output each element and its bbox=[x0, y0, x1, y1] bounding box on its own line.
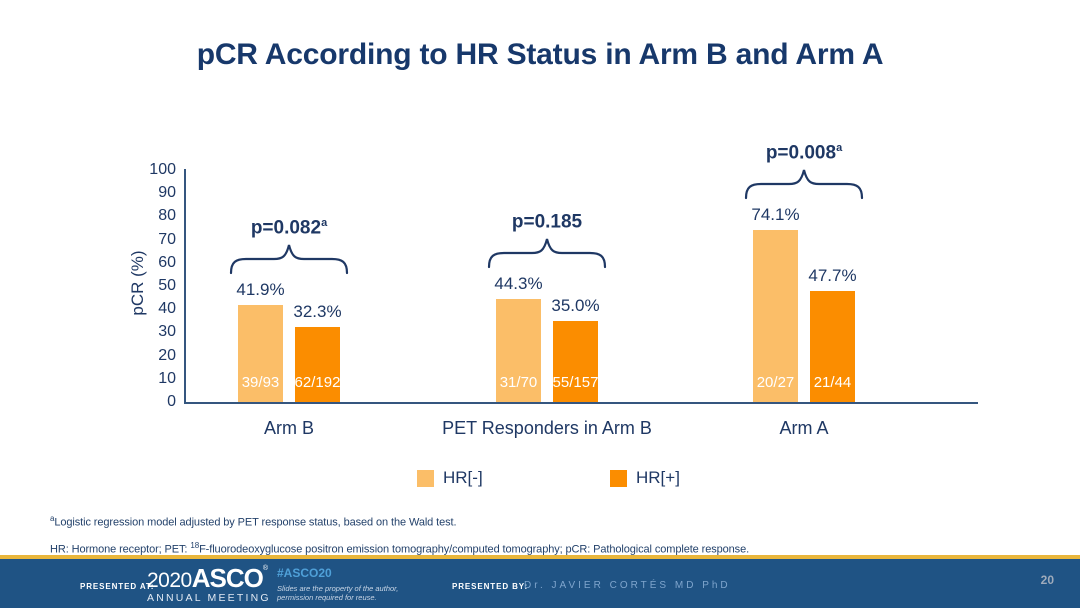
y-tick-label: 20 bbox=[158, 346, 176, 364]
significance-brace bbox=[229, 244, 349, 274]
footnote-text: F-fluorodeoxyglucose positron emission t… bbox=[199, 543, 750, 556]
legend-item-hr-neg: HR[-] bbox=[417, 468, 483, 488]
footnotes: aLogistic regression model adjusted by P… bbox=[50, 512, 749, 565]
x-axis-line bbox=[184, 402, 978, 404]
bar-hr-neg-pet-responders-in-arm-b bbox=[496, 299, 541, 402]
y-tick-label: 60 bbox=[158, 253, 176, 271]
p-value-superscript: a bbox=[321, 216, 328, 229]
p-value-superscript: a bbox=[836, 142, 843, 155]
p-value-label: p=0.008a bbox=[729, 137, 879, 164]
legend-label-hr-pos: HR[+] bbox=[636, 468, 680, 487]
hashtag-block: #ASCO20 Slides are the property of the a… bbox=[277, 566, 398, 602]
category-label: Arm A bbox=[779, 418, 829, 438]
y-tick-label: 0 bbox=[167, 393, 176, 410]
bar-value-label: 47.7% bbox=[808, 266, 857, 286]
asco-logo: 2020ASCO® ANNUAL MEETING bbox=[147, 565, 271, 604]
p-value-text: p=0.008 bbox=[765, 142, 837, 164]
bar-count-label: 39/93 bbox=[241, 374, 280, 391]
asco-logo-subtitle: ANNUAL MEETING bbox=[147, 592, 271, 604]
bar-hr-neg-arm-a bbox=[753, 230, 798, 402]
bar-count-label: 21/44 bbox=[813, 374, 852, 391]
y-tick-label: 30 bbox=[158, 323, 176, 341]
presented-by-label: PRESENTED BY: bbox=[452, 582, 529, 591]
legend-label-hr-neg: HR[-] bbox=[443, 468, 483, 487]
y-tick-label: 50 bbox=[158, 277, 176, 294]
y-axis-line bbox=[184, 169, 186, 404]
bar-value-label: 35.0% bbox=[551, 295, 600, 315]
bar-count-label: 55/157 bbox=[552, 374, 599, 391]
bar-count-label: 20/27 bbox=[756, 374, 795, 391]
bar-hr-pos-arm-b bbox=[295, 327, 340, 402]
p-value-text: p=0.185 bbox=[511, 211, 583, 233]
bar-hr-pos-pet-responders-in-arm-b bbox=[553, 320, 598, 402]
footnote-superscript: a bbox=[50, 514, 55, 523]
presenter-name: Dr. JAVIER CORTÉS MD PhD bbox=[524, 580, 731, 591]
footnote-statistics: aLogistic regression model adjusted by P… bbox=[50, 512, 749, 530]
footer-bar: PRESENTED AT: 2020ASCO® ANNUAL MEETING #… bbox=[0, 559, 1080, 608]
bar-value-label: 44.3% bbox=[494, 274, 543, 294]
y-tick-label: 10 bbox=[158, 369, 176, 387]
legend-swatch-hr-pos bbox=[610, 469, 627, 487]
y-tick-label: 80 bbox=[158, 207, 176, 225]
reuse-note: Slides are the property of the author, pe… bbox=[277, 584, 398, 602]
footnote-abbreviations: HR: Hormone receptor; PET: 18F-fluorodeo… bbox=[50, 539, 749, 557]
y-tick-label: 40 bbox=[158, 300, 176, 318]
reuse-note-line1: Slides are the property of the author, bbox=[277, 584, 399, 593]
bar-value-label: 74.1% bbox=[751, 205, 800, 225]
presented-at-label: PRESENTED AT: bbox=[80, 582, 155, 591]
legend-item-hr-pos: HR[+] bbox=[610, 468, 680, 488]
category-label: PET Responders in Arm B bbox=[442, 418, 652, 438]
bar-count-label: 62/192 bbox=[294, 374, 341, 391]
significance-brace bbox=[744, 169, 864, 200]
hashtag: #ASCO20 bbox=[277, 566, 332, 580]
footnote-text: Logistic regression model adjusted by PE… bbox=[54, 516, 457, 529]
footer-accent-line bbox=[0, 555, 1080, 559]
bar-value-label: 32.3% bbox=[293, 302, 342, 322]
bar-count-label: 31/70 bbox=[499, 374, 538, 391]
bar-hr-pos-arm-a bbox=[810, 291, 855, 402]
footnote-superscript: 18 bbox=[190, 540, 200, 550]
p-value-text: p=0.082 bbox=[250, 217, 322, 239]
asco-logo-name: ASCO bbox=[191, 563, 264, 593]
significance-brace bbox=[487, 238, 607, 269]
footnote-text: HR: Hormone receptor; PET: bbox=[50, 543, 191, 556]
y-tick-label: 70 bbox=[158, 230, 176, 248]
page-number: 20 bbox=[1040, 573, 1054, 587]
asco-logo-wordmark: 2020ASCO® bbox=[147, 565, 271, 591]
slide-title: pCR According to HR Status in Arm B and … bbox=[196, 38, 884, 71]
p-value-label: p=0.082a bbox=[214, 212, 364, 239]
reuse-note-line2: permission required for reuse. bbox=[277, 593, 377, 602]
bar-hr-neg-arm-b bbox=[238, 304, 283, 402]
bar-value-label: 41.9% bbox=[236, 279, 285, 299]
category-label: Arm B bbox=[263, 418, 314, 438]
legend-swatch-hr-neg bbox=[417, 469, 434, 487]
p-value-label: p=0.185 bbox=[472, 206, 622, 233]
y-tick-label: 90 bbox=[158, 184, 176, 202]
asco-logo-trademark: ® bbox=[262, 565, 269, 572]
y-tick-label: 100 bbox=[149, 161, 176, 178]
asco-logo-year: 2020 bbox=[147, 569, 192, 592]
